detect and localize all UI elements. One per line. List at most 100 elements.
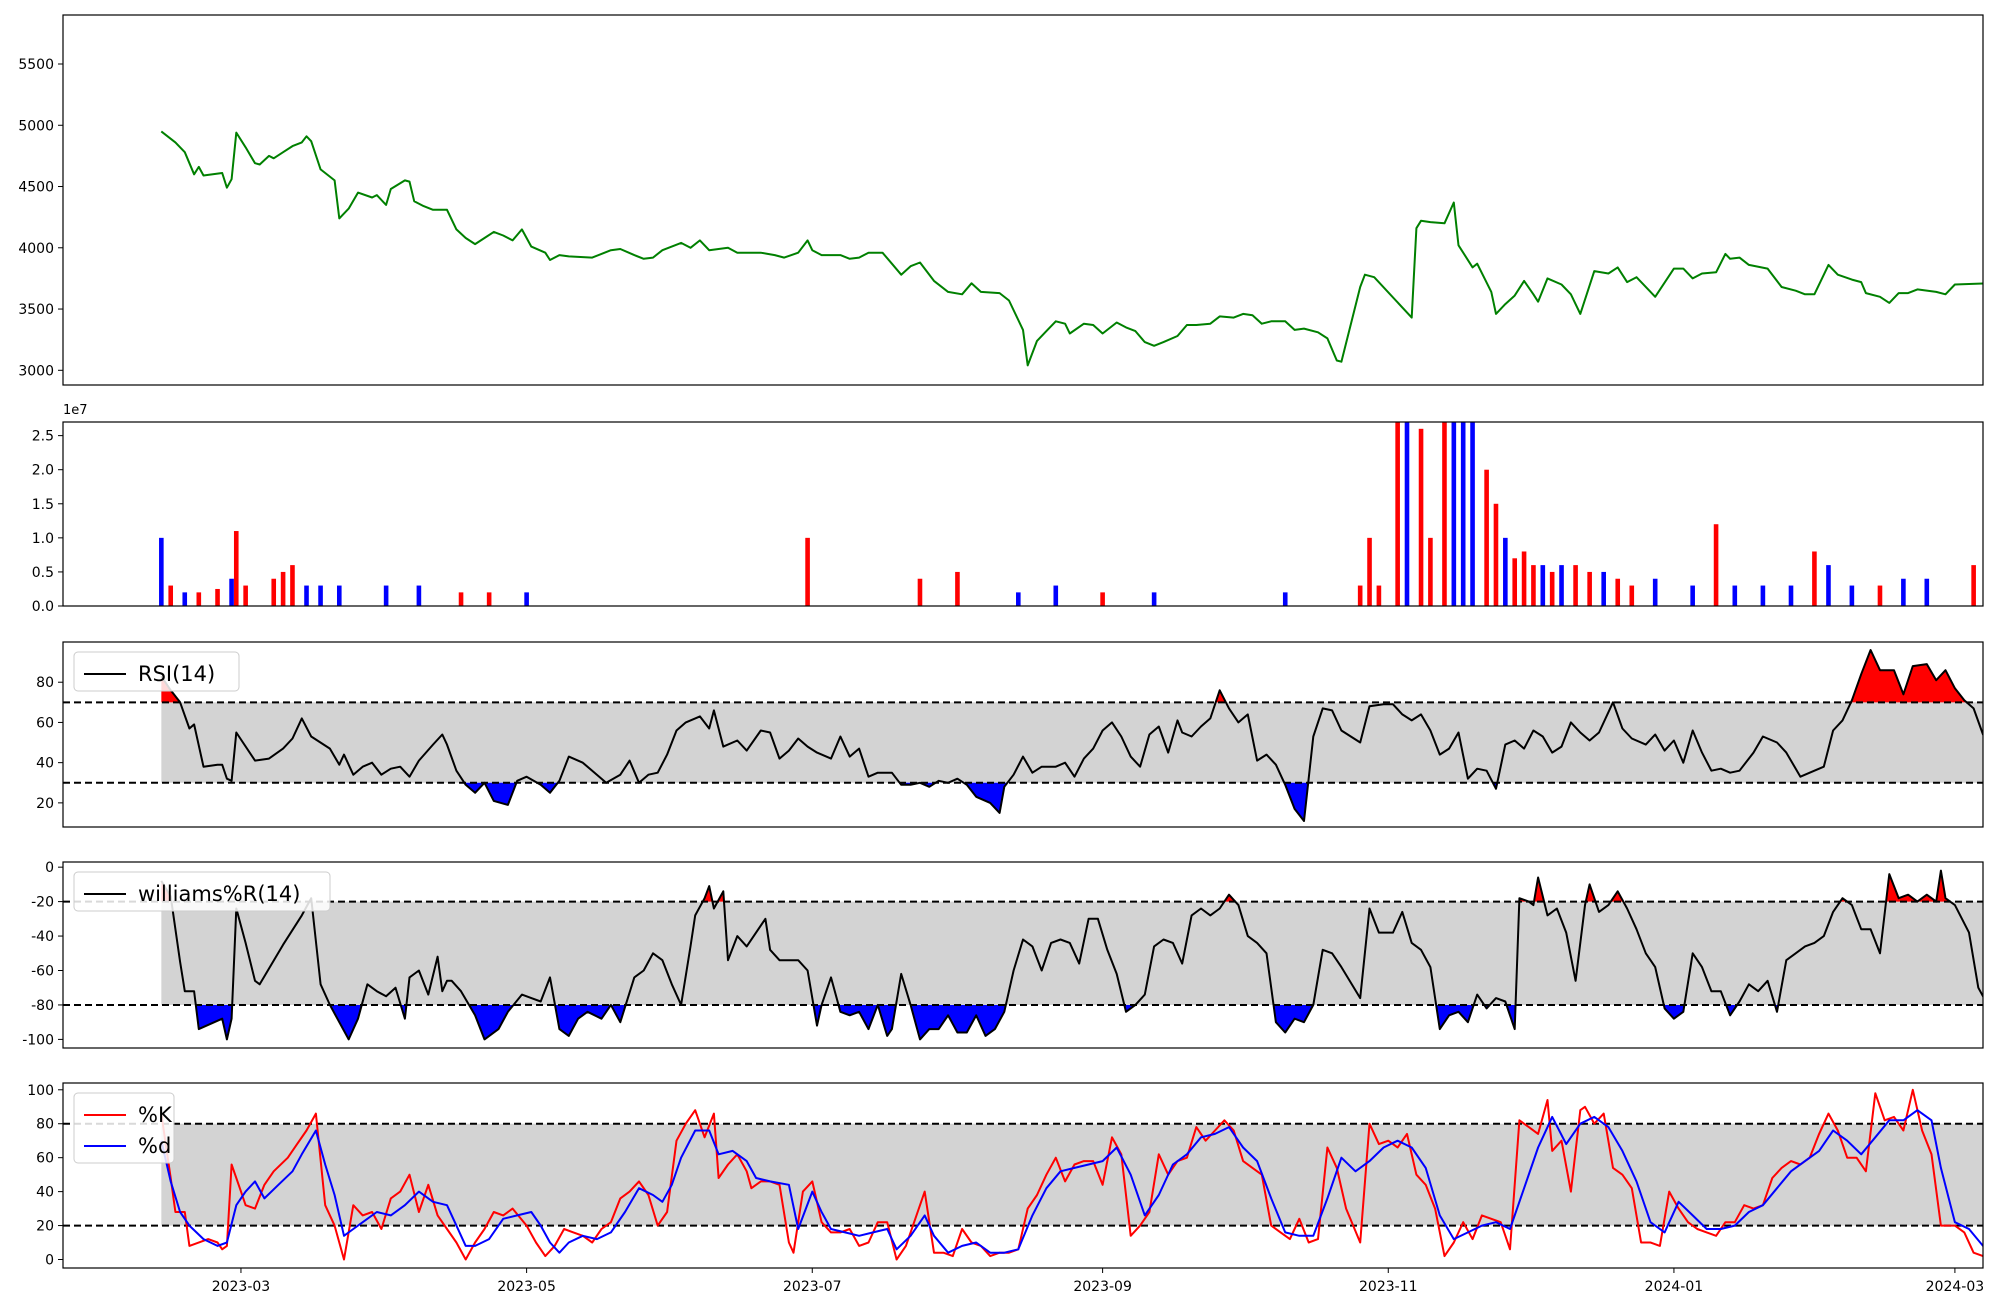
volume-bar — [486, 592, 492, 606]
volume-bar — [524, 592, 529, 606]
y-tick-label: 2.5 — [32, 429, 54, 445]
volume-bar — [1521, 551, 1527, 606]
axes-frame — [62, 641, 1984, 828]
neutral-band — [161, 901, 1983, 1005]
y-tick-label: 3500 — [18, 302, 54, 318]
y-tick-label: 5500 — [18, 57, 54, 73]
series-line-pct-d — [160, 1109, 1983, 1254]
stochastic-panel: 0 20 40 60 80 100 2023-03 2023-05 2023-07 2023-09… — [27, 1082, 1985, 1295]
volume-bar — [1531, 565, 1536, 606]
volume-bar — [1460, 422, 1466, 606]
volume-bar — [1587, 571, 1592, 606]
neutral-band — [161, 702, 1983, 783]
volume-bar — [955, 571, 960, 606]
y-tick-label: 3000 — [18, 363, 54, 379]
volume-bar — [1418, 428, 1424, 606]
axes-frame — [62, 861, 1984, 1049]
volume-bar — [1367, 537, 1372, 606]
volume-bar — [290, 565, 295, 606]
volume-bar — [215, 588, 220, 606]
plot-area — [160, 130, 1983, 367]
legend-label: %K — [138, 1103, 173, 1127]
rsi-line — [160, 649, 1983, 822]
y-tick-label: -20 — [31, 895, 54, 911]
volume-bar — [229, 578, 234, 606]
volume-bar — [271, 578, 277, 606]
volume-bar — [1451, 422, 1457, 606]
volume-bar — [1826, 565, 1831, 606]
legend-label: williams%R(14) — [138, 882, 300, 906]
volume-bar — [1901, 578, 1906, 606]
x-tick-label: 2023-07 — [783, 1279, 842, 1295]
volume-bar — [1100, 592, 1105, 606]
volume-bar — [1812, 551, 1817, 606]
y-tick-label: -80 — [31, 998, 54, 1014]
volume-bar — [1151, 592, 1157, 606]
volume-bar — [1549, 571, 1555, 606]
y-tick-label: 60 — [36, 715, 54, 731]
y-tick-label: 0 — [45, 860, 54, 876]
volume-bar — [159, 537, 164, 606]
volume-panel: 0.0 0.5 1.0 1.5 2.0 2.5 1e7 — [32, 403, 1984, 615]
x-tick-label: 2023-09 — [1073, 1279, 1132, 1295]
williams-line — [160, 869, 1983, 1041]
y-tick-label: 5000 — [18, 118, 54, 134]
y-tick-label: 0.5 — [32, 565, 54, 581]
legend-label: RSI(14) — [138, 662, 215, 686]
volume-bar — [1601, 571, 1606, 606]
volume-bar — [196, 592, 202, 606]
y-tick-label: 80 — [36, 675, 54, 691]
volume-bar — [383, 585, 389, 606]
volume-bar — [458, 592, 464, 606]
x-tick-label: 2024-01 — [1645, 1279, 1704, 1295]
volume-bar — [1357, 585, 1363, 606]
legend-box — [73, 871, 331, 912]
y-tick-label: 0 — [45, 1253, 54, 1269]
price-panel: 3000 3500 4000 4500 5000 5500 — [18, 14, 1984, 386]
volume-bar — [233, 531, 239, 606]
volume-bar — [1503, 537, 1508, 606]
plot-area — [63, 649, 1983, 822]
y-tick-label: 0.0 — [32, 599, 54, 615]
volume-bar — [168, 585, 174, 606]
series-line-pct-k — [160, 1088, 1983, 1261]
neutral-band — [161, 1123, 1983, 1226]
y-tick-label: 1.5 — [32, 497, 54, 513]
volume-bar — [1690, 585, 1695, 606]
volume-bar — [1470, 422, 1475, 606]
y-tick-label: -100 — [22, 1032, 54, 1048]
y-tick-label: 4000 — [18, 241, 54, 257]
volume-bar — [1849, 585, 1855, 606]
volume-bar — [1652, 578, 1658, 606]
williams-r-panel: 0 -20 -40 -60 -80 -100 williams%R(14) — [22, 860, 1984, 1049]
volume-bar — [1493, 503, 1499, 606]
volume-bar — [1404, 422, 1410, 606]
volume-bar — [1573, 565, 1578, 606]
volume-bar — [182, 592, 188, 606]
volume-bar — [318, 585, 323, 606]
axes-frame — [62, 1082, 1984, 1269]
volume-bar — [1924, 578, 1930, 606]
volume-bar — [1788, 585, 1794, 606]
volume-bar — [1615, 578, 1621, 606]
volume-bar — [416, 585, 422, 606]
volume-bar — [1053, 585, 1059, 606]
oversold-fill — [464, 782, 1498, 821]
axis-offset-text: 1e7 — [63, 403, 88, 418]
volume-bar — [1629, 585, 1635, 606]
plot-area — [159, 422, 1976, 606]
volume-bar — [1877, 585, 1883, 606]
volume-bar — [1428, 537, 1433, 606]
volume-bar — [1484, 469, 1489, 606]
volume-bar — [1559, 565, 1564, 606]
y-tick-label: 80 — [36, 1117, 54, 1133]
x-tick-label: 2024-03 — [1926, 1279, 1985, 1295]
axes-frame — [62, 14, 1984, 386]
x-tick-label: 2023-03 — [212, 1279, 271, 1295]
y-tick-label: 40 — [36, 1185, 54, 1201]
volume-bar — [1512, 558, 1518, 606]
volume-bar — [1732, 585, 1738, 606]
price-line — [160, 130, 1983, 367]
